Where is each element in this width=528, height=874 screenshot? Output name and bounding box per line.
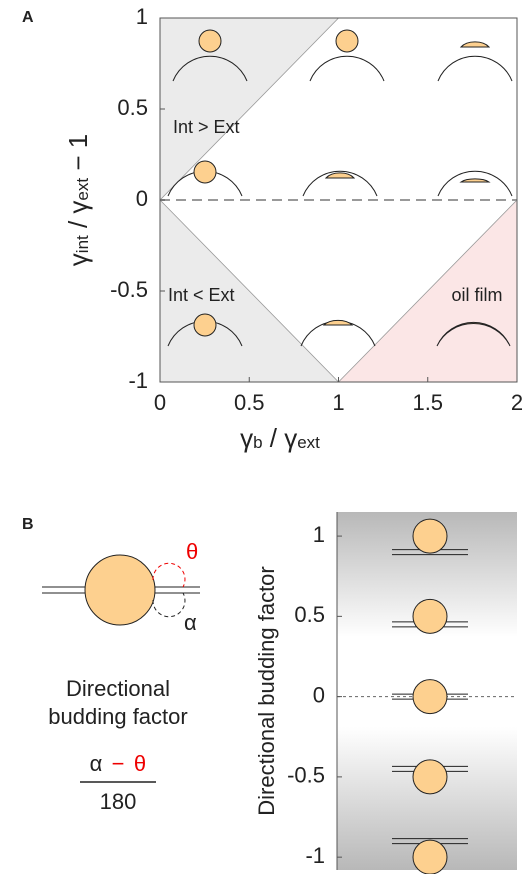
figure: A B 00.511.5210.50-0.5-1γb / γextγint / …	[0, 0, 528, 874]
y-tick-label: 0	[136, 186, 148, 211]
axis-label-part: γ	[63, 253, 93, 266]
axis-label-part: ext	[297, 433, 320, 452]
angle-alpha	[153, 593, 185, 617]
caption: budding factor	[48, 704, 187, 729]
bud	[324, 320, 352, 325]
region-int-gt-ext	[160, 18, 339, 200]
y-tick-label: 1	[313, 522, 325, 547]
y-tick-label: -0.5	[287, 763, 325, 788]
bud	[461, 179, 489, 182]
bud	[413, 840, 447, 874]
formula-alpha: α	[90, 751, 103, 776]
axis-label-part: b	[253, 433, 262, 452]
axis-label: γb / γext	[240, 423, 320, 453]
bud	[85, 555, 155, 625]
bud	[326, 173, 354, 178]
axis-label-part: int	[73, 235, 92, 253]
formula-minus: −	[112, 751, 125, 776]
y-tick-label: -1	[128, 368, 148, 393]
membrane	[438, 171, 512, 196]
bud	[194, 161, 216, 183]
bud	[413, 599, 447, 633]
axis-label-part: − 1	[63, 134, 93, 178]
x-tick-label: 0	[154, 390, 166, 415]
y-tick-label: 1	[136, 4, 148, 29]
x-tick-label: 1	[332, 390, 344, 415]
region-label: Int > Ext	[173, 117, 240, 137]
axis-label-part: γ	[240, 423, 253, 453]
region-label: Int < Ext	[168, 285, 235, 305]
axis-label-part: / γ	[263, 423, 298, 453]
panel-label: B	[22, 516, 34, 533]
bud	[336, 30, 358, 52]
membrane	[438, 56, 512, 81]
x-tick-label: 2	[511, 390, 523, 415]
axis-label: Directional budding factor	[254, 566, 279, 815]
bud	[413, 680, 447, 714]
axis-label: γint / γext − 1	[63, 134, 93, 266]
angle-theta	[153, 563, 185, 587]
caption: Directional	[66, 676, 170, 701]
y-tick-label: 0	[313, 682, 325, 707]
bud	[413, 760, 447, 794]
panel-b: θ α Directional budding factor α − θ 180…	[42, 512, 517, 874]
bud	[413, 519, 447, 553]
y-tick-label: 0.5	[117, 95, 148, 120]
y-tick-label: -1	[305, 843, 325, 868]
panel-label: A	[22, 9, 34, 26]
y-tick-label: 0.5	[294, 602, 325, 627]
theta: θ	[186, 539, 198, 564]
membrane	[310, 56, 384, 81]
bud	[199, 30, 221, 52]
y-tick-label: -0.5	[110, 277, 148, 302]
formula-theta: θ	[134, 751, 146, 776]
x-tick-label: 0.5	[234, 390, 265, 415]
axis-label-part: / γ	[63, 201, 93, 236]
bud	[194, 314, 216, 336]
x-tick-label: 1.5	[412, 390, 443, 415]
bud	[461, 42, 489, 47]
formula-denominator: 180	[100, 789, 137, 814]
region-label: oil film	[451, 285, 502, 305]
alpha: α	[184, 610, 197, 635]
axis-label-part: ext	[73, 178, 92, 201]
